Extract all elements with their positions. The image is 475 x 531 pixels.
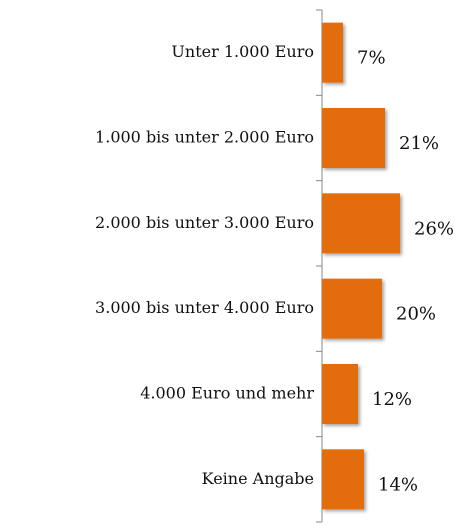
- bar: [322, 278, 382, 339]
- value-label: 12%: [372, 389, 412, 410]
- category-label: 2.000 bis unter 3.000 Euro: [95, 213, 314, 232]
- value-label: 14%: [378, 474, 418, 495]
- bar: [322, 22, 343, 83]
- category-label: Unter 1.000 Euro: [171, 42, 314, 61]
- value-label: 21%: [399, 133, 439, 154]
- category-label: 1.000 bis unter 2.000 Euro: [95, 128, 314, 147]
- bar: [322, 108, 385, 168]
- value-label: 7%: [357, 48, 386, 69]
- bar: [322, 364, 358, 424]
- bar: [322, 193, 400, 254]
- bar: [322, 449, 364, 510]
- category-label: 3.000 bis unter 4.000 Euro: [95, 298, 314, 317]
- value-label: 20%: [396, 304, 436, 325]
- category-label: Keine Angabe: [202, 469, 314, 488]
- value-label: 26%: [414, 218, 454, 239]
- category-label: 4.000 Euro und mehr: [140, 384, 314, 403]
